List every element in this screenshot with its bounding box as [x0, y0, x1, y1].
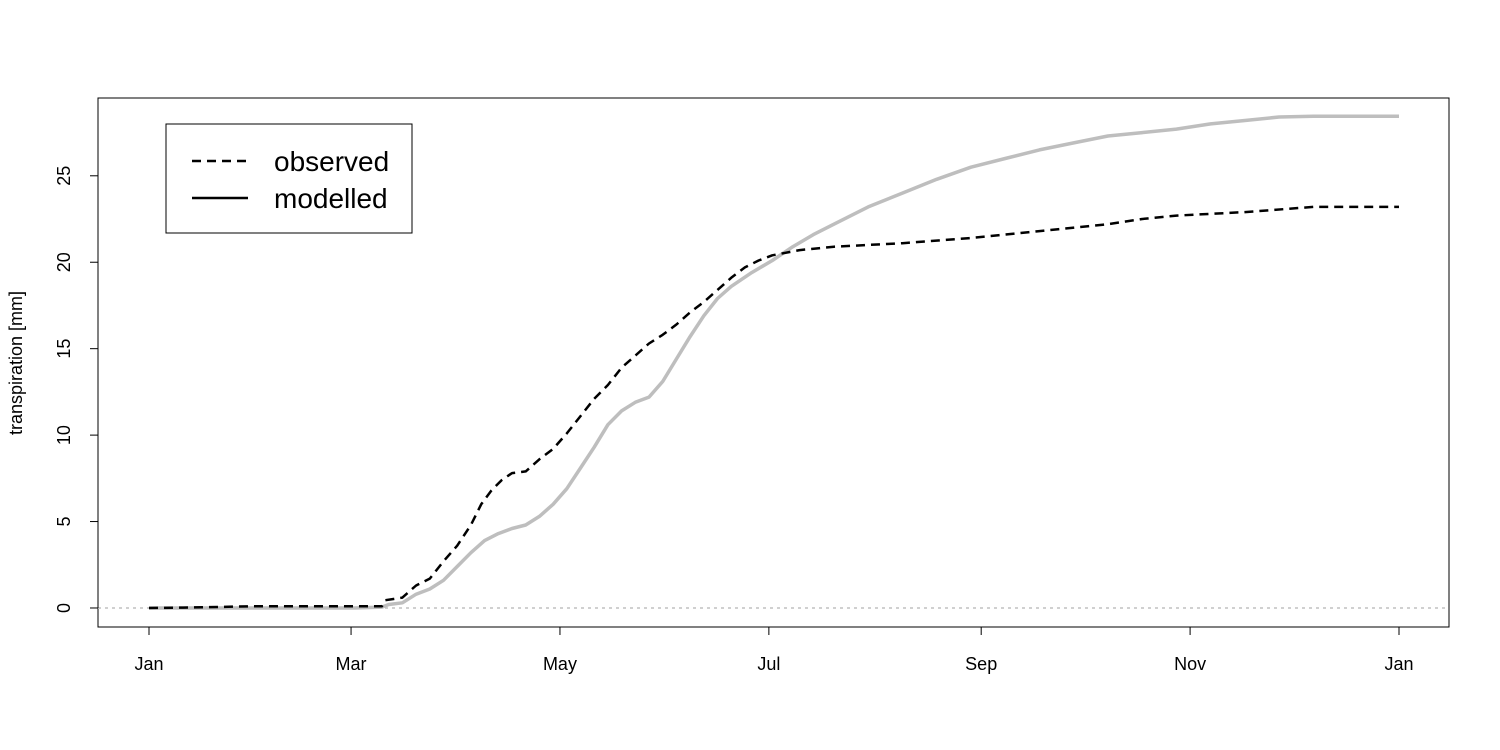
y-axis: 0 5 10 15 20 25 [54, 166, 99, 613]
legend-box [165, 123, 413, 234]
x-axis: Jan Mar May Jul Sep Nov Jan [134, 626, 1414, 674]
y-tick-label: 25 [54, 166, 74, 186]
x-tick-label: Jan [1384, 654, 1413, 674]
legend: observed modelled [165, 123, 413, 234]
series-modelled-line [149, 114, 1399, 610]
x-tick-label: Jan [134, 654, 163, 674]
x-tick-label: Jul [757, 654, 780, 674]
y-tick-label: 5 [54, 517, 74, 527]
legend-modelled-label: modelled [274, 183, 388, 214]
legend-observed-label: observed [274, 146, 389, 177]
x-tick-label: Nov [1174, 654, 1206, 674]
y-tick-label: 10 [54, 425, 74, 445]
x-tick-label: Mar [336, 654, 367, 674]
x-tick-label: Sep [965, 654, 997, 674]
series-observed-line [148, 205, 1399, 610]
y-tick-label: 20 [54, 252, 74, 272]
y-tick-label: 15 [54, 339, 74, 359]
y-tick-label: 0 [54, 603, 74, 613]
x-tick-label: May [543, 654, 577, 674]
series-layer [148, 114, 1399, 610]
y-axis-label: transpiration [mm] [6, 291, 26, 435]
